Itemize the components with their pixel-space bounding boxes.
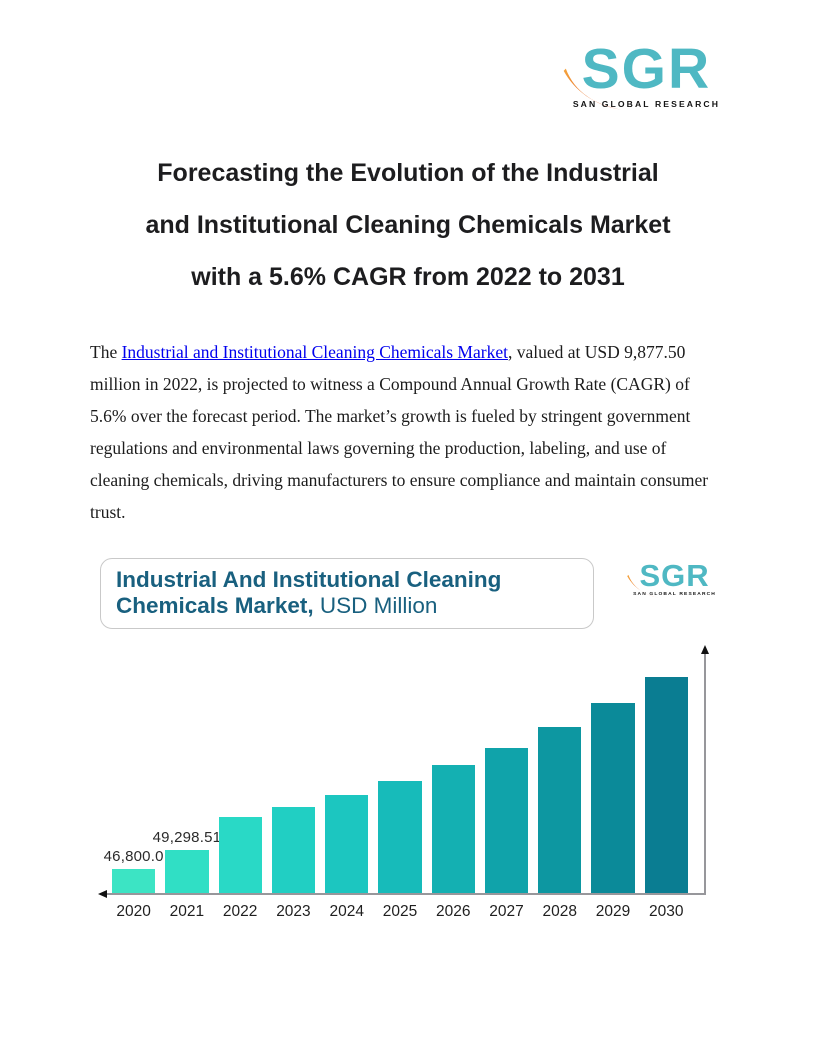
x-tick-2025: 2025: [382, 903, 418, 921]
y-axis: [700, 645, 709, 896]
x-tick-2029: 2029: [595, 903, 631, 921]
x-tick-2020: 2020: [116, 903, 151, 921]
logo-text: SGR: [639, 558, 710, 594]
bar-2026: [431, 765, 475, 894]
bar-2024: [325, 795, 369, 894]
intro-paragraph: The Industrial and Institutional Cleanin…: [90, 336, 724, 528]
page-title: Forecasting the Evolution of the Industr…: [60, 147, 756, 303]
bar-value-label-2021: 49,298.51: [152, 829, 222, 847]
sgr-logo: SGR SAN GLOBAL RESEARCH: [563, 37, 720, 110]
market-bar-chart: 46,800.0 49,298.51 2020 2021 2022 2023 2024 20…: [98, 645, 712, 921]
bar-2020: 46,800.0: [104, 848, 163, 894]
header: SGR SAN GLOBAL RESEARCH: [0, 0, 816, 110]
chart-title-bold: Industrial And Institutional Cleaning Ch…: [116, 567, 502, 619]
logo-subtext: SAN GLOBAL RESEARCH: [572, 99, 720, 110]
x-tick-2026: 2026: [435, 903, 471, 921]
bar-2029: [591, 703, 635, 894]
x-tick-2021: 2021: [169, 903, 205, 921]
logo-text: SGR: [581, 37, 712, 101]
x-labels-row: 2020 2021 2022 2023 2024 2025 2026 2027 2028 2029…: [112, 903, 688, 921]
bar-2025: [378, 781, 422, 894]
x-tick-2024: 2024: [329, 903, 364, 921]
page-title-line2: and Institutional Cleaning Chemicals Mar…: [145, 211, 671, 240]
bar-2028: [538, 727, 582, 894]
bar-value-label-2020: 46,800.0: [103, 848, 164, 866]
chart-title-box: Industrial And Institutional Cleaning Ch…: [100, 558, 594, 630]
bar-2022: [218, 817, 262, 894]
bar-2030: [644, 677, 688, 894]
page-title-line3: with a 5.6% CAGR from 2022 to 2031: [191, 263, 625, 292]
x-axis-arrow-icon: [98, 889, 107, 898]
logo-subtext: SAN GLOBAL RESEARCH: [633, 592, 716, 598]
x-axis: [98, 889, 706, 898]
chart-header: Industrial And Institutional Cleaning Ch…: [100, 558, 720, 630]
page-title-line1: Forecasting the Evolution of the Industr…: [157, 159, 659, 188]
x-tick-2023: 2023: [276, 903, 311, 921]
y-axis-arrow-icon: [700, 645, 709, 655]
x-tick-2030: 2030: [649, 903, 684, 921]
bars-row: 46,800.0 49,298.51: [104, 647, 688, 894]
x-tick-2027: 2027: [489, 903, 524, 921]
x-tick-2028: 2028: [542, 903, 577, 921]
market-report-link[interactable]: Industrial and Institutional Cleaning Ch…: [121, 342, 508, 363]
bar-2021: 49,298.51: [153, 829, 221, 894]
intro-post-text: , valued at USD 9,877.50 million in 2022…: [90, 342, 709, 523]
bar-2027: [484, 748, 529, 894]
chart-title-unit: USD Million: [313, 593, 438, 619]
bar-2023: [271, 807, 316, 894]
x-tick-2022: 2022: [222, 903, 258, 921]
sgr-logo-small: SGR SAN GLOBAL RESEARCH: [627, 558, 716, 598]
intro-pre-text: The: [90, 342, 122, 363]
